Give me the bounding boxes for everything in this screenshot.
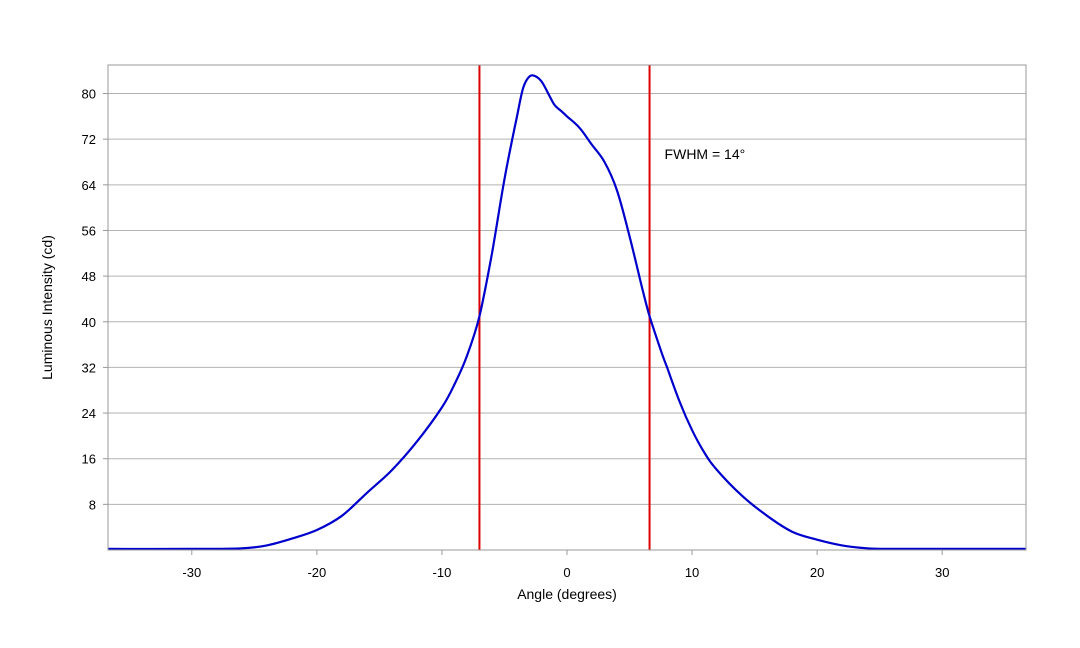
x-tick-label: 10 [685, 565, 699, 580]
fwhm-markers [478, 65, 651, 550]
y-tick-label: 8 [89, 497, 96, 512]
series-layer [107, 74, 1026, 551]
y-tick-label: 32 [82, 360, 96, 375]
y-tick-label: 80 [82, 87, 96, 102]
y-tick-label: 56 [82, 223, 96, 238]
y-axis-ticks: 8 16 24 32 40 48 56 64 72 80 [82, 87, 108, 512]
plot-frame [107, 64, 1027, 551]
x-tick-label: 0 [563, 565, 570, 580]
y-tick-label: 72 [82, 132, 96, 147]
x-axis-ticks: -30 -20 -10 0 10 20 30 [182, 550, 949, 580]
grid [108, 93, 1026, 505]
y-axis-title: Luminous Intensity (cd) [39, 235, 55, 380]
y-tick-label: 48 [82, 269, 96, 284]
y-tick-label: 16 [82, 452, 96, 467]
x-tick-label: -30 [182, 565, 201, 580]
x-tick-label: 30 [935, 565, 949, 580]
x-tick-label: 20 [810, 565, 824, 580]
x-tick-label: -10 [433, 565, 452, 580]
x-tick-label: -20 [307, 565, 326, 580]
intensity-curve [107, 74, 1026, 551]
fwhm-annotation: FWHM = 14° [665, 146, 746, 162]
x-axis-title: Angle (degrees) [517, 586, 617, 602]
y-tick-label: 64 [82, 178, 96, 193]
y-tick-label: 24 [82, 406, 96, 421]
y-tick-label: 40 [82, 315, 96, 330]
